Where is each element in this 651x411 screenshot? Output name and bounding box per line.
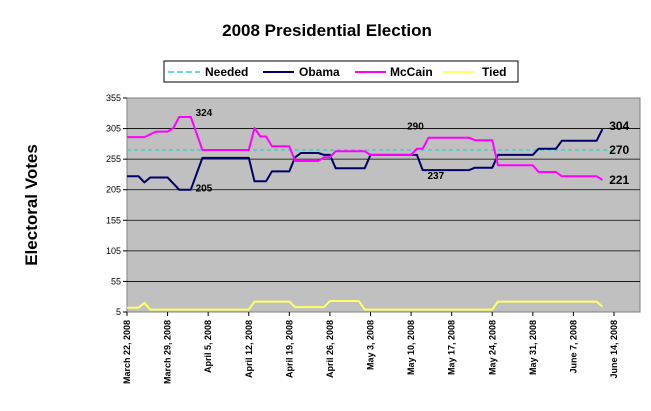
legend-label-mccain: McCain <box>390 65 433 79</box>
annotation-324: 324 <box>196 108 213 119</box>
series-line-mccain <box>127 116 603 181</box>
annotation-304: 304 <box>609 119 629 133</box>
x-tick-label-4: April 19, 2008 <box>284 320 294 378</box>
y-axis-label: Electoral Votes <box>22 144 41 266</box>
x-tick-label-7: May 10, 2008 <box>406 320 416 375</box>
x-tick-label-3: April 12, 2008 <box>244 320 254 378</box>
annotation-221: 221 <box>609 173 629 187</box>
x-tick-label-5: April 26, 2008 <box>325 320 335 378</box>
gridlines <box>127 128 640 282</box>
y-tick-label-3: 155 <box>106 215 121 225</box>
x-tick-label-0: March 22, 2008 <box>122 320 132 384</box>
x-tick-label-9: May 24, 2008 <box>487 320 497 375</box>
y-tick-label-0: 5 <box>116 307 121 317</box>
legend-label-needed: Needed <box>205 65 248 79</box>
x-tick-label-12: June 14, 2008 <box>609 320 619 379</box>
y-tick-label-6: 305 <box>106 124 121 134</box>
y-tick-label-7: 355 <box>106 93 121 103</box>
plot-area <box>126 97 641 313</box>
y-tick-label-2: 105 <box>106 246 121 256</box>
annotation-205: 205 <box>196 184 213 195</box>
x-tick-label-8: May 17, 2008 <box>447 320 457 375</box>
series-line-obama <box>127 128 604 191</box>
chart-title: 2008 Presidential Election <box>222 21 432 40</box>
y-tick-label-4: 205 <box>106 185 121 195</box>
x-tick-label-11: June 7, 2008 <box>568 320 578 374</box>
series-lines <box>127 116 614 311</box>
legend-box <box>163 60 519 83</box>
y-tick-label-5: 255 <box>106 154 121 164</box>
legend-label-tied: Tied <box>482 65 506 79</box>
x-axis-ticks: March 22, 2008 March 29, 2008 April 5, 200… <box>122 312 619 384</box>
series-line-tied <box>127 300 604 311</box>
x-tick-label-10: May 31, 2008 <box>528 320 538 375</box>
annotation-290: 290 <box>407 122 424 133</box>
annotation-237: 237 <box>427 171 444 182</box>
x-tick-label-1: March 29, 2008 <box>163 320 173 384</box>
annotation-270: 270 <box>609 143 629 157</box>
x-tick-label-2: April 5, 2008 <box>203 320 213 373</box>
y-tick-label-1: 55 <box>111 276 121 286</box>
legend-label-obama: Obama <box>299 65 340 79</box>
x-tick-label-6: May 3, 2008 <box>366 320 376 370</box>
legend: Needed Obama McCain Tied <box>163 60 519 83</box>
data-annotations: 324 205 290 237 304 270 221 <box>196 108 630 195</box>
